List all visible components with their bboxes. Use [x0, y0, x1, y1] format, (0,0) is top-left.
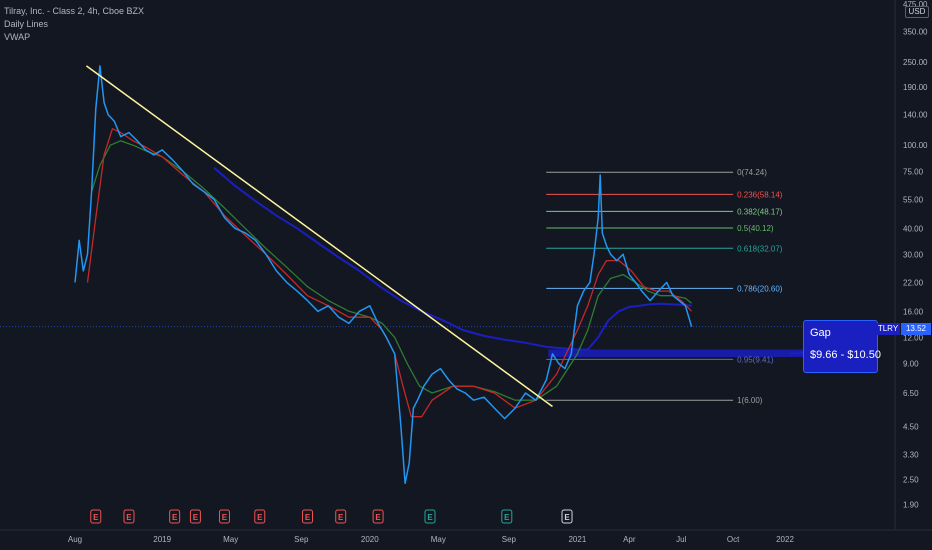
x-tick-label: 2021 — [568, 535, 586, 544]
vwap-series-line — [213, 166, 692, 351]
earnings-marker-icon[interactable] — [335, 509, 347, 524]
gap-range: $9.66 - $10.50 — [810, 349, 881, 361]
x-tick-label: 2022 — [776, 535, 794, 544]
y-tick-label: 100.00 — [903, 141, 928, 150]
y-tick-label: 22.00 — [903, 278, 924, 287]
fib-level-label: 0(74.24) — [737, 168, 767, 177]
x-tick-label: Apr — [623, 535, 636, 544]
earnings-marker-label: E — [93, 513, 99, 522]
fib-level-label: 0.618(32.07) — [737, 244, 783, 253]
earnings-marker-icon[interactable] — [501, 509, 513, 524]
earnings-marker-icon[interactable] — [169, 509, 181, 524]
x-tick-label: May — [223, 535, 238, 544]
y-tick-label: 9.00 — [903, 359, 919, 368]
earnings-marker-label: E — [222, 513, 228, 522]
earnings-marker-label: E — [375, 513, 381, 522]
chart-legend: Tilray, Inc. - Class 2, 4h, Cboe BZX Dai… — [4, 5, 144, 44]
earnings-marker-label: E — [427, 513, 433, 522]
earnings-marker-label: E — [126, 513, 132, 522]
y-tick-label: 250.00 — [903, 58, 928, 67]
symbol-title: Tilray, Inc. - Class 2, 4h, Cboe BZX — [4, 6, 145, 16]
earnings-marker-label: E — [172, 513, 178, 522]
earnings-marker-icon[interactable] — [372, 509, 384, 524]
earnings-marker-icon[interactable] — [123, 509, 135, 524]
gap-zone — [548, 349, 803, 358]
y-tick-label: 350.00 — [903, 28, 928, 37]
y-tick-label: 2.50 — [903, 476, 919, 485]
price-series-line — [74, 65, 693, 485]
earnings-marker-label: E — [257, 513, 263, 522]
earnings-marker-icon[interactable] — [218, 509, 230, 524]
fib-level-label: 0.382(48.17) — [737, 207, 783, 216]
earnings-marker-label: E — [305, 513, 311, 522]
y-tick-label: 475.00 — [903, 0, 928, 9]
last-price-tag: 13.52 — [901, 323, 931, 335]
earnings-marker-label: E — [193, 513, 199, 522]
x-tick-label: 2019 — [153, 535, 171, 544]
currency-badge[interactable]: USD — [905, 6, 929, 18]
earnings-marker-icon[interactable] — [254, 509, 266, 524]
x-tick-label: Jul — [676, 535, 686, 544]
earnings-marker-icon[interactable] — [424, 509, 436, 524]
fib-level-label: 0.236(58.14) — [737, 190, 783, 199]
ma-green-series-line — [90, 140, 693, 401]
earnings-marker-label: E — [504, 513, 510, 522]
y-tick-label: 190.00 — [903, 83, 928, 92]
fib-level-label: 0.786(20.60) — [737, 284, 783, 293]
y-tick-label: 1.90 — [903, 500, 919, 509]
indicator-daily-lines[interactable]: Daily Lines — [4, 19, 49, 29]
y-tick-label: 4.50 — [903, 422, 919, 431]
earnings-marker-icon[interactable] — [90, 509, 102, 524]
x-tick-label: Oct — [727, 535, 740, 544]
fib-level-label: 0.95(9.41) — [737, 355, 774, 364]
symbol-price-tag: TLRY — [876, 323, 900, 335]
earnings-marker-icon[interactable] — [302, 509, 314, 524]
earnings-marker-label: E — [564, 513, 570, 522]
indicator-vwap[interactable]: VWAP — [4, 32, 31, 42]
y-tick-label: 30.00 — [903, 250, 924, 259]
x-tick-label: 2020 — [361, 535, 379, 544]
y-tick-label: 12.00 — [903, 333, 924, 342]
downtrend-line[interactable] — [85, 65, 553, 408]
y-tick-label: 75.00 — [903, 167, 924, 176]
x-tick-label: May — [431, 535, 446, 544]
earnings-marker-icon[interactable] — [189, 509, 201, 524]
y-tick-label: 140.00 — [903, 111, 928, 120]
x-tick-label: Sep — [502, 535, 517, 544]
y-tick-label: 40.00 — [903, 224, 924, 233]
gap-title: Gap — [810, 327, 831, 339]
y-tick-label: 16.00 — [903, 307, 924, 316]
x-tick-label: Aug — [68, 535, 82, 544]
earnings-marker-label: E — [338, 513, 344, 522]
y-tick-label: 6.50 — [903, 389, 919, 398]
y-tick-label: 3.30 — [903, 450, 919, 459]
y-tick-label: 55.00 — [903, 195, 924, 204]
fib-level-label: 0.5(40.12) — [737, 224, 774, 233]
earnings-marker-icon[interactable] — [561, 509, 573, 524]
fib-level-label: 1(6.00) — [737, 396, 763, 405]
x-tick-label: Sep — [294, 535, 309, 544]
gap-callout: Gap $9.66 - $10.50 — [803, 320, 881, 373]
